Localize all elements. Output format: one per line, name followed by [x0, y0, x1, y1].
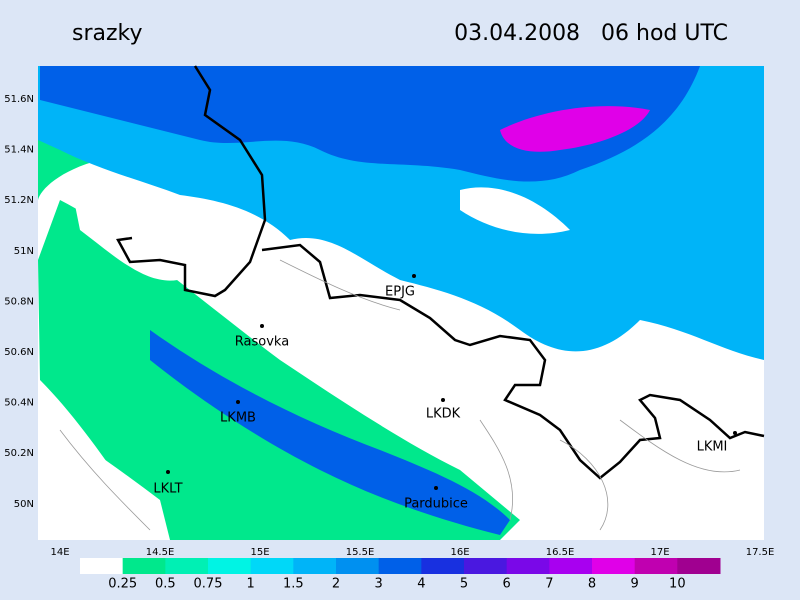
- legend-label: 5: [460, 577, 468, 592]
- station-dot: [441, 398, 445, 402]
- legend-swatch: [549, 558, 593, 574]
- station-label: LKMI: [697, 440, 728, 455]
- legend-swatch: [293, 558, 337, 574]
- legend-label: 9: [631, 577, 639, 592]
- station-dot: [166, 470, 170, 474]
- station-dot: [260, 324, 264, 328]
- precip-area: [38, 200, 520, 540]
- lat-label: 51N: [14, 246, 34, 257]
- legend-swatch: [421, 558, 465, 574]
- lon-label: 15E: [250, 547, 269, 558]
- legend-label: 8: [588, 577, 596, 592]
- legend-swatch: [80, 558, 124, 574]
- lon-label: 17E: [650, 547, 669, 558]
- station-dot: [412, 274, 416, 278]
- border-lines: [116, 65, 765, 480]
- legend-swatch: [378, 558, 422, 574]
- station-dot: [434, 486, 438, 490]
- legend-swatch: [464, 558, 508, 574]
- station-dot: [236, 400, 240, 404]
- precip-area: [150, 330, 510, 535]
- lat-label: 51.6N: [4, 94, 34, 105]
- axis-labels: 51.6N 51.4N 51.2N 51N 50.8N 50.6N 50.4N 50.2N 50…: [4, 94, 774, 558]
- lon-label: 17.5E: [746, 547, 775, 558]
- legend-label: 0.75: [194, 577, 223, 592]
- station-label: Pardubice: [404, 497, 468, 512]
- precip-area: [500, 106, 650, 152]
- legend-label: 0.25: [108, 577, 137, 592]
- legend: 0.25 0.5 0.75 1 1.5 2 3 4 5 6 7 8 9 10: [80, 558, 721, 592]
- legend-label: 10: [669, 577, 686, 592]
- station-label: LKLT: [153, 482, 182, 497]
- contour-lines: [59, 259, 741, 531]
- legend-swatch: [165, 558, 209, 574]
- station-label: LKMB: [220, 411, 256, 426]
- lat-label: 50.2N: [4, 448, 34, 459]
- lon-label: 14E: [50, 547, 69, 558]
- legend-swatch: [506, 558, 550, 574]
- legend-swatch: [250, 558, 294, 574]
- legend-swatch: [634, 558, 678, 574]
- station-dot: [733, 431, 737, 435]
- dry-area: [70, 180, 570, 384]
- dry-area: [38, 420, 170, 540]
- legend-swatch: [122, 558, 166, 574]
- title: srazky: [72, 21, 143, 46]
- lat-label: 50N: [14, 499, 34, 510]
- stations: EPJG Rasovka LKMB LKDK LKMI LKLT Pardubice: [153, 274, 737, 512]
- lat-label: 50.6N: [4, 347, 34, 358]
- datetime: 03.04.2008 06 hod UTC: [454, 21, 728, 46]
- dry-area: [545, 395, 764, 540]
- legend-label: 3: [375, 577, 383, 592]
- legend-label: 2: [332, 577, 340, 592]
- lon-label: 15.5E: [346, 547, 375, 558]
- lat-label: 51.2N: [4, 195, 34, 206]
- legend-label: 0.5: [155, 577, 176, 592]
- legend-swatch: [336, 558, 380, 574]
- lat-label: 50.8N: [4, 296, 34, 307]
- legend-label: 1.5: [283, 577, 304, 592]
- legend-swatch: [208, 558, 252, 574]
- map-area: [38, 65, 765, 540]
- lat-label: 51.4N: [4, 145, 34, 156]
- station-label: EPJG: [385, 285, 415, 300]
- station-label: LKDK: [426, 407, 461, 422]
- station-label: Rasovka: [235, 335, 289, 350]
- legend-swatch: [592, 558, 636, 574]
- legend-label: 6: [503, 577, 511, 592]
- lon-label: 16E: [450, 547, 469, 558]
- lat-label: 50.4N: [4, 398, 34, 409]
- precip-area: [40, 66, 700, 182]
- legend-label: 1: [247, 577, 255, 592]
- legend-label: 4: [417, 577, 425, 592]
- lon-label: 14.5E: [146, 547, 175, 558]
- legend-label: 7: [545, 577, 553, 592]
- lon-label: 16.5E: [546, 547, 575, 558]
- legend-swatch: [677, 558, 721, 574]
